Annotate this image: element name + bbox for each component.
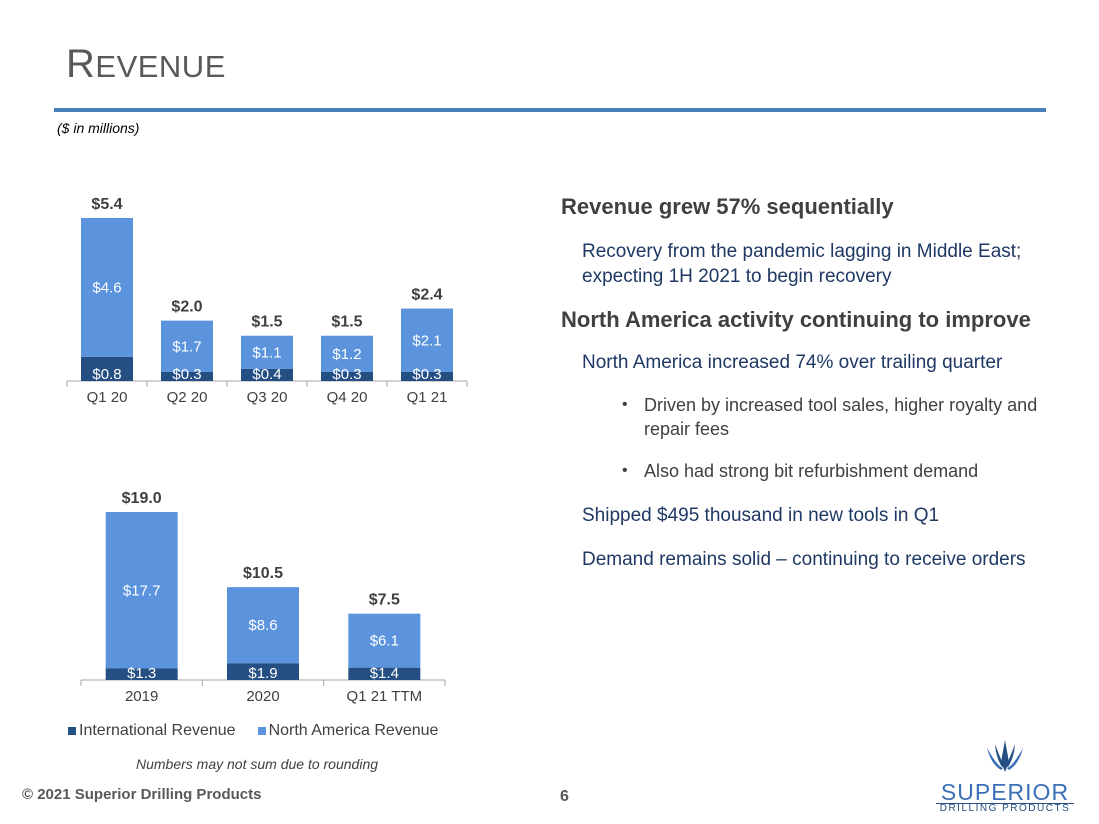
- data-label-total: $10.5: [243, 565, 283, 582]
- data-label-total: $5.4: [91, 196, 122, 213]
- data-label-north-america: $1.1: [252, 344, 281, 361]
- bullet-icon: •: [622, 396, 628, 413]
- logo-subtitle: DRILLING PRODUCTS: [936, 803, 1074, 814]
- data-label-total: $1.5: [331, 314, 362, 331]
- legend-international-label: International Revenue: [79, 722, 236, 739]
- chart-legend: International Revenue North America Reve…: [68, 722, 438, 740]
- data-label-total: $19.0: [122, 490, 162, 507]
- bar-international: [161, 371, 213, 381]
- annual-revenue-chart: $1.3 $17.7 $19.0 2019 $1.9 $8.6 $10.5 2020 $1.4 $…: [80, 490, 446, 705]
- data-label-north-america: $2.1: [412, 332, 441, 349]
- x-tick-label: 2020: [246, 688, 279, 705]
- legend-north-america-label: North America Revenue: [268, 722, 439, 739]
- bullet-refurbishment-text: Also had strong bit refurbishment demand: [644, 461, 979, 481]
- data-label-north-america: $8.6: [248, 617, 277, 634]
- data-label-international: $0.3: [412, 366, 441, 383]
- headline-north-america: North America activity continuing to imp…: [561, 307, 1031, 332]
- data-label-international: $1.3: [127, 665, 156, 682]
- x-tick-label: 2019: [125, 688, 158, 705]
- title-rest: EVENUE: [95, 49, 226, 84]
- legend-north-america-swatch: [257, 726, 266, 735]
- data-label-total: $2.4: [411, 287, 442, 304]
- bar-international: [401, 371, 453, 381]
- data-label-international: $0.4: [252, 366, 281, 383]
- drill-bit-logo-icon: [987, 740, 1023, 772]
- bullet-tool-sales-text: Driven by increased tool sales, higher r…: [644, 395, 1038, 439]
- data-label-total: $2.0: [171, 299, 202, 316]
- headline-revenue-growth: Revenue grew 57% sequentially: [561, 194, 894, 219]
- legend-international: International Revenue: [68, 722, 236, 740]
- logo-wordmark: SUPERIOR: [940, 779, 1070, 805]
- detail-demand: Demand remains solid – continuing to rec…: [582, 549, 1026, 570]
- x-tick-label: Q3 20: [247, 389, 288, 406]
- bullet-tool-sales: • Driven by increased tool sales, higher …: [622, 393, 1041, 441]
- bar-international: [241, 368, 293, 381]
- data-label-international: $1.4: [370, 665, 399, 682]
- bar-north-america: [161, 320, 213, 372]
- data-label-north-america: $1.2: [332, 346, 361, 363]
- bar-north-america: [227, 587, 299, 664]
- detail-recovery: Recovery from the pandemic lagging in Mi…: [582, 241, 1022, 287]
- bar-international: [321, 371, 373, 381]
- page-title: REVENUE: [66, 42, 226, 87]
- quarterly-revenue-chart: $0.8 $4.6 $5.4 Q1 20 $0.3 $1.7 $2.0 Q2 20 $0.4 $1…: [66, 196, 468, 406]
- company-logo: SUPERIOR DRILLING PRODUCTS: [930, 738, 1080, 814]
- copyright: © 2021 Superior Drilling Products: [22, 786, 262, 803]
- data-label-north-america: $4.6: [92, 279, 121, 296]
- title-rule: [54, 108, 1046, 112]
- legend-international-swatch: [68, 726, 76, 735]
- bar-international: [348, 667, 421, 680]
- x-tick-label: Q1 21 TTM: [347, 688, 423, 705]
- data-label-international: $1.9: [248, 665, 277, 682]
- data-label-international: $0.8: [92, 366, 121, 383]
- title-initial: R: [66, 42, 96, 86]
- data-label-total: $7.5: [369, 592, 400, 609]
- data-label-north-america: $17.7: [123, 582, 161, 599]
- x-tick-label: Q4 20: [327, 389, 368, 406]
- highlights-panel: Revenue grew 57% sequentially Recovery f…: [561, 192, 1041, 572]
- rounding-note: Numbers may not sum due to rounding: [136, 756, 379, 772]
- bar-north-america: [81, 218, 133, 357]
- bar-international: [227, 663, 299, 680]
- x-tick-label: Q1 20: [87, 389, 128, 406]
- legend-north-america: North America Revenue: [257, 722, 439, 740]
- data-label-international: $0.3: [332, 366, 361, 383]
- x-tick-label: Q2 20: [167, 389, 208, 406]
- bullet-icon: •: [622, 462, 628, 479]
- bar-north-america: [348, 613, 421, 668]
- detail-north-america: North America increased 74% over trailin…: [582, 352, 1003, 373]
- x-tick-label: Q1 21: [407, 389, 448, 406]
- page-number: 6: [560, 788, 569, 805]
- units-note: ($ in millions): [57, 120, 140, 136]
- data-label-international: $0.3: [172, 366, 201, 383]
- bar-north-america: [105, 512, 178, 669]
- data-label-total: $1.5: [251, 314, 282, 331]
- data-label-north-america: $6.1: [370, 633, 399, 650]
- bar-north-america: [241, 335, 293, 369]
- bar-international: [105, 668, 178, 680]
- bar-international: [81, 356, 133, 381]
- data-label-north-america: $1.7: [172, 338, 201, 355]
- bar-north-america: [321, 335, 373, 372]
- bar-north-america: [401, 308, 453, 372]
- bullet-refurbishment: • Also had strong bit refurbishment deman…: [622, 459, 1041, 483]
- detail-shipped: Shipped $495 thousand in new tools in Q1: [582, 505, 940, 526]
